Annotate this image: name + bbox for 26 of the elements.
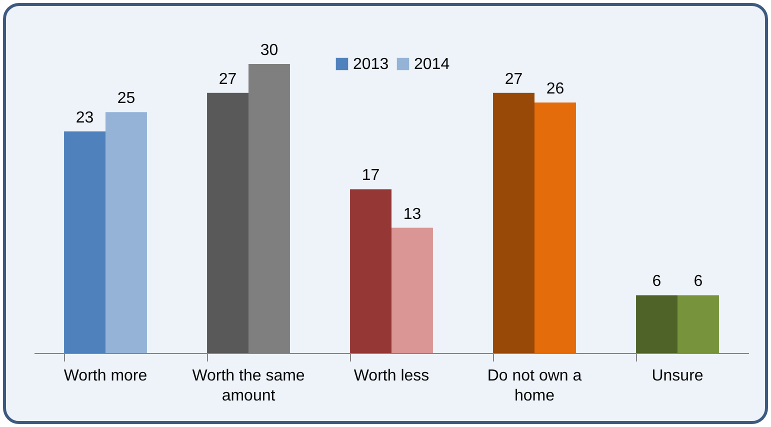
- data-label: 27: [218, 70, 237, 88]
- bar: [534, 102, 576, 353]
- data-label: 17: [362, 167, 380, 184]
- data-label: 6: [652, 273, 662, 290]
- bar: [64, 131, 106, 353]
- bar: [106, 112, 147, 353]
- bar: [678, 295, 719, 353]
- data-label: 13: [403, 206, 422, 223]
- x-tick-label: Worth more: [64, 368, 148, 384]
- data-label: 6: [694, 273, 703, 290]
- legend-label: 2013: [353, 56, 389, 73]
- data-label: 30: [260, 42, 278, 59]
- x-tick-label: Do not own a home: [487, 368, 582, 404]
- data-label: 23: [76, 109, 94, 126]
- x-tick-label: Unsure: [652, 368, 704, 384]
- data-label: 27: [504, 70, 523, 88]
- legend-label: 2014: [414, 56, 450, 73]
- x-tick-label: Worth the same amount: [192, 368, 305, 404]
- bar: [350, 189, 392, 353]
- data-label: 25: [117, 90, 136, 108]
- bar: [636, 295, 678, 353]
- data-label: 26: [546, 80, 564, 98]
- x-tick-label: Worth less: [354, 368, 430, 384]
- bar: [392, 228, 433, 353]
- bar: [493, 92, 534, 353]
- bar: [207, 92, 248, 353]
